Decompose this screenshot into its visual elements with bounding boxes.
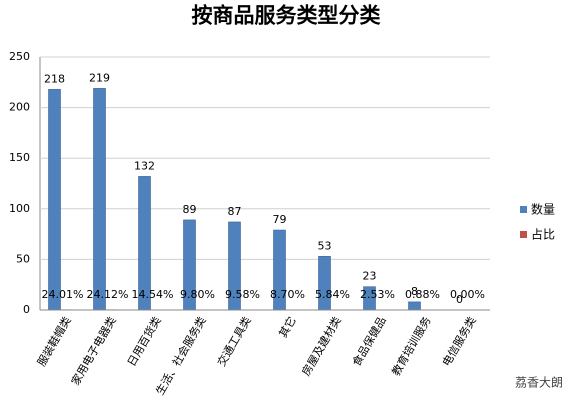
x-tick-label: 食品保健品 <box>349 314 389 369</box>
value-label: 219 <box>89 71 110 84</box>
watermark: 荔香大朗 <box>515 376 563 390</box>
value-label: 5.84% <box>315 288 350 301</box>
value-label: 89 <box>183 203 197 216</box>
legend-swatch <box>520 206 527 213</box>
y-tick-label: 150 <box>9 151 30 164</box>
y-tick-label: 50 <box>16 252 30 265</box>
legend-label: 数量 <box>531 202 555 217</box>
value-label: 23 <box>363 270 377 283</box>
value-label: 79 <box>273 213 287 226</box>
value-label: 0.88% <box>405 288 440 301</box>
y-tick-label: 250 <box>9 50 30 63</box>
x-tick-label: 日用百货类 <box>124 314 164 369</box>
y-tick-label: 0 <box>23 303 30 316</box>
bar <box>318 256 331 311</box>
chart-title: 按商品服务类型分类 <box>192 3 382 28</box>
value-label: 2.53% <box>360 288 395 301</box>
bar <box>48 89 61 311</box>
value-label: 24.12% <box>87 288 129 301</box>
x-tick-label: 电信服务类 <box>439 314 479 369</box>
value-label: 0.00% <box>450 288 485 301</box>
x-tick-label: 生活、社会服务类 <box>153 314 209 397</box>
value-label: 0 <box>456 293 463 306</box>
y-tick-label: 200 <box>9 101 30 114</box>
value-label: 8.70% <box>270 288 305 301</box>
legend-label: 占比 <box>531 227 555 242</box>
x-tick-label: 教育培训服务 <box>389 314 434 378</box>
value-label: 9.58% <box>225 288 260 301</box>
bar <box>408 301 421 311</box>
value-label: 14.54% <box>132 288 174 301</box>
x-tick-label: 服装鞋帽类 <box>34 314 74 369</box>
value-label: 9.80% <box>180 288 215 301</box>
x-tick-label: 其它 <box>276 314 299 340</box>
value-label: 24.01% <box>42 288 84 301</box>
y-tick-label: 100 <box>9 202 30 215</box>
value-label: 132 <box>134 159 155 172</box>
x-tick-label: 交通工具类 <box>214 314 254 369</box>
legend-swatch <box>520 231 527 238</box>
x-tick-label: 家用电子电器类 <box>68 314 119 388</box>
bar <box>93 88 106 311</box>
value-label: 87 <box>228 205 242 218</box>
x-tick-label: 房屋及建材类 <box>299 314 344 378</box>
value-label: 218 <box>44 72 65 85</box>
value-label: 8 <box>411 285 418 298</box>
value-label: 53 <box>318 239 332 252</box>
